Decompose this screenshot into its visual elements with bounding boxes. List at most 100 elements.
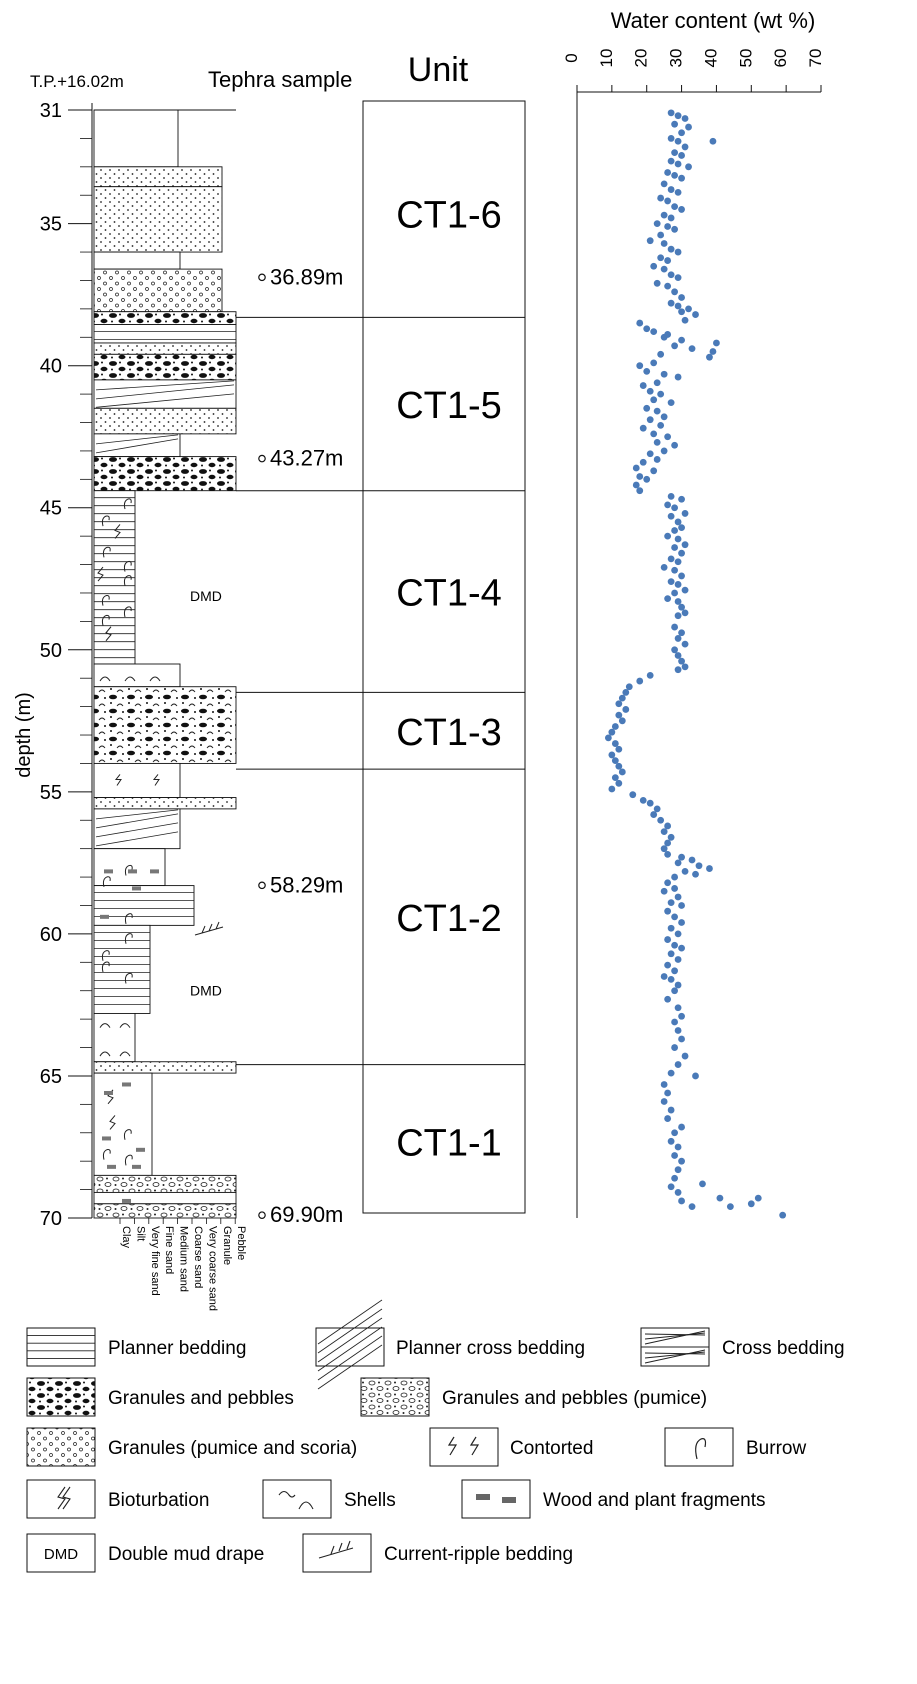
water-data-point bbox=[716, 1194, 724, 1202]
water-data-point bbox=[678, 495, 685, 503]
water-data-point bbox=[660, 211, 668, 219]
shell-arc-icon bbox=[298, 1501, 314, 1510]
water-data-point bbox=[664, 197, 672, 205]
water-data-point bbox=[671, 566, 678, 574]
water-data-point bbox=[646, 450, 654, 458]
water-data-point bbox=[667, 924, 675, 932]
water-data-point bbox=[639, 796, 647, 804]
burrow-symbol bbox=[123, 1129, 132, 1140]
water-data-point bbox=[671, 913, 678, 921]
legend-item-wood: Wood and plant fragments bbox=[461, 1479, 766, 1519]
wood-fragment bbox=[107, 1164, 116, 1169]
water-data-point bbox=[674, 598, 682, 605]
depth-tick-label: 70 bbox=[40, 1208, 62, 1230]
tephra-sample-label: 58.29m bbox=[270, 872, 343, 897]
legend-swatch bbox=[429, 1427, 499, 1467]
water-data-point bbox=[604, 734, 612, 742]
depth-axis-label: depth (m) bbox=[13, 692, 35, 778]
water-data-point bbox=[681, 510, 689, 517]
water-data-point bbox=[615, 700, 623, 708]
water-data-point bbox=[664, 879, 672, 887]
water-data-point bbox=[615, 779, 623, 787]
water-data-point bbox=[611, 723, 619, 730]
water-data-point bbox=[667, 512, 675, 520]
water-data-point bbox=[674, 635, 682, 642]
water-data-point bbox=[678, 206, 685, 213]
water-data-point bbox=[643, 475, 651, 483]
tephra-sample-marker bbox=[258, 1211, 266, 1219]
legend-label: Planner cross bedding bbox=[396, 1338, 585, 1359]
water-data-point bbox=[660, 370, 668, 378]
bed bbox=[93, 342, 237, 355]
unit-column: CT1-6 CT1-5 CT1-4 CT1-3 CT1-2 CT1-1 bbox=[236, 100, 526, 1214]
shell-symbol bbox=[119, 1051, 131, 1057]
grain-size-label: Very coarse sand bbox=[206, 1226, 218, 1311]
legend-swatch bbox=[26, 1427, 96, 1467]
legend-label: Contorted bbox=[510, 1438, 593, 1459]
water-data-point bbox=[650, 430, 658, 438]
water-data-point bbox=[667, 833, 675, 841]
wood-fragment bbox=[104, 869, 113, 874]
legend-item-cross: Cross bedding bbox=[640, 1327, 845, 1367]
water-data-point bbox=[667, 214, 675, 222]
water-data-point bbox=[681, 609, 689, 617]
water-data-point bbox=[678, 919, 685, 926]
water-data-point bbox=[671, 120, 678, 128]
water-data-point bbox=[706, 865, 713, 872]
water-data-point bbox=[632, 481, 640, 489]
water-data-point bbox=[667, 299, 675, 307]
burrow-symbol bbox=[124, 933, 133, 944]
tephra-sample-marker bbox=[258, 881, 266, 890]
water-data-point bbox=[678, 1012, 685, 1020]
water-data-point bbox=[653, 805, 661, 813]
water-data-point bbox=[664, 839, 672, 847]
water-data-point bbox=[653, 439, 661, 446]
tephra-sample-label: 36.89m bbox=[270, 264, 343, 289]
legend-label: Burrow bbox=[746, 1438, 806, 1459]
water-data-point bbox=[671, 342, 678, 350]
water-data-point bbox=[678, 902, 685, 909]
water-data-point bbox=[650, 811, 658, 818]
water-data-point bbox=[660, 413, 668, 421]
water-data-point bbox=[671, 967, 678, 975]
water-data-point bbox=[643, 325, 651, 333]
water-data-point bbox=[671, 873, 678, 881]
water-data-point bbox=[685, 305, 692, 313]
water-x-tick-label: 0 bbox=[562, 53, 581, 62]
shell-symbol bbox=[124, 676, 136, 682]
cross-lamina bbox=[95, 813, 179, 829]
bed bbox=[93, 885, 195, 926]
contorted-icon bbox=[447, 1436, 480, 1456]
legend-label: Granules and pebbles bbox=[108, 1388, 294, 1409]
legend-item-planner: Planner bedding bbox=[26, 1327, 246, 1367]
water-data-point bbox=[674, 137, 682, 145]
legend-cross-lamina bbox=[317, 1335, 383, 1381]
water-data-point bbox=[681, 1052, 689, 1060]
water-data-point bbox=[660, 973, 668, 980]
water-data-point bbox=[622, 706, 630, 713]
wood-fragment bbox=[122, 1198, 131, 1203]
water-data-point bbox=[667, 578, 675, 586]
water-data-point bbox=[664, 822, 672, 830]
water-data-point bbox=[664, 907, 672, 915]
unit-name: CT1-4 bbox=[396, 573, 502, 615]
bed bbox=[93, 186, 223, 253]
bed bbox=[93, 1072, 153, 1176]
water-data-point bbox=[650, 396, 658, 404]
burrow-symbol bbox=[101, 595, 110, 606]
depth-tick-label: 31 bbox=[40, 100, 62, 122]
water-data-point bbox=[646, 237, 654, 245]
water-data-point bbox=[667, 1106, 675, 1114]
water-data-point bbox=[678, 294, 685, 301]
water-data-point bbox=[674, 956, 682, 963]
water-data-point bbox=[653, 456, 661, 463]
water-data-point bbox=[671, 1018, 678, 1026]
legend-label: Double mud drape bbox=[108, 1544, 264, 1565]
burrow-symbol bbox=[102, 1149, 111, 1160]
water-data-point bbox=[671, 1129, 678, 1137]
water-data-point bbox=[688, 345, 696, 353]
wood-fragment bbox=[104, 1090, 113, 1095]
bioturbation-symbol bbox=[105, 626, 112, 642]
bioturbation-symbol bbox=[97, 566, 104, 582]
